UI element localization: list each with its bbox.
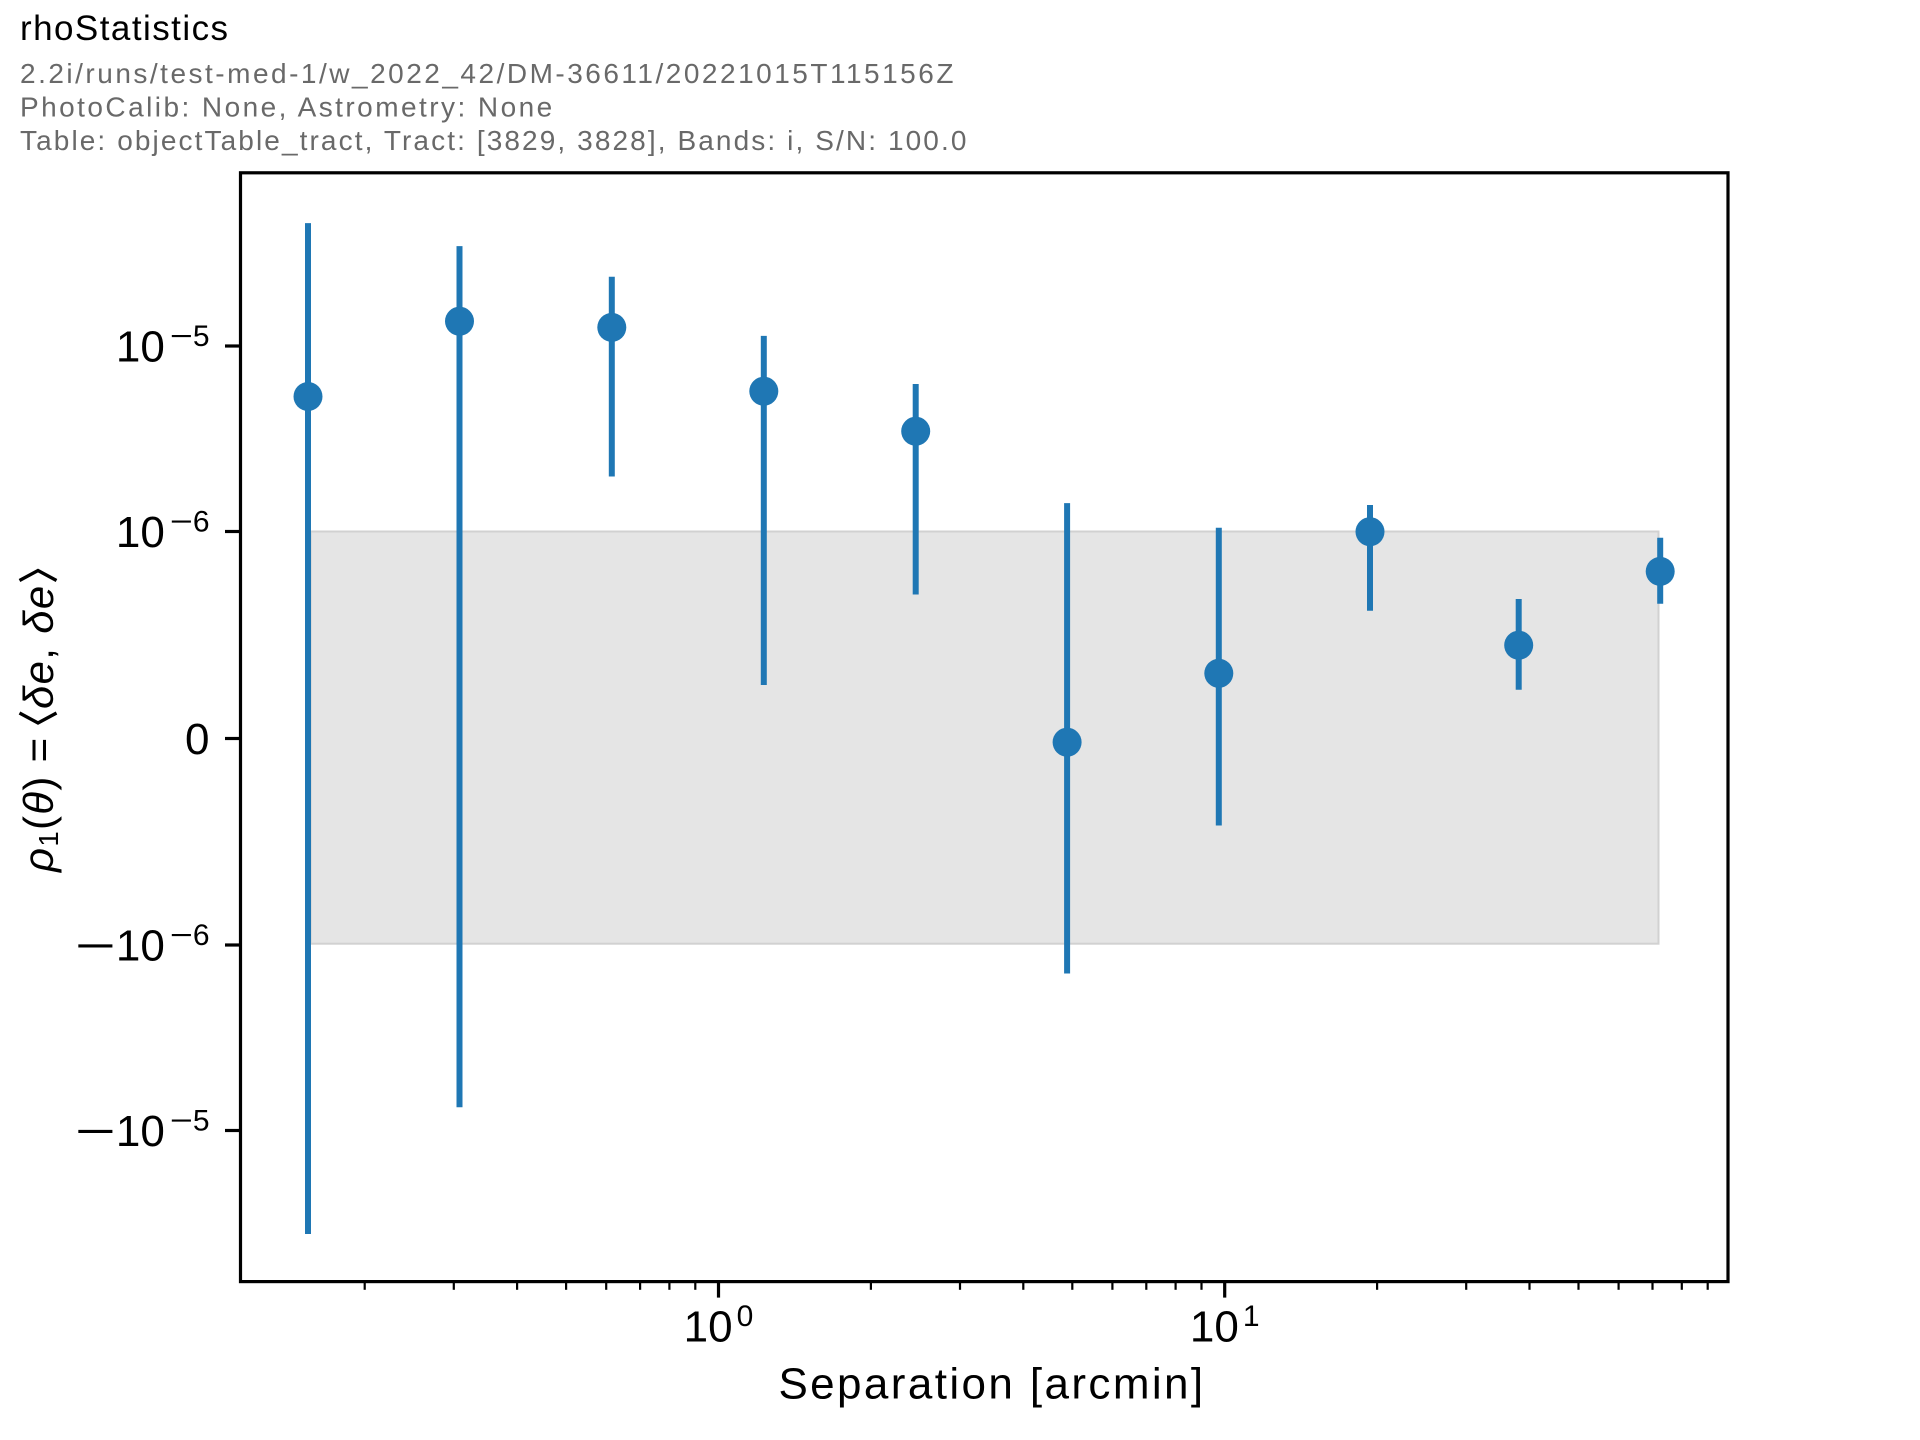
svg-text:δe, δe: δe, δe [15, 584, 62, 709]
svg-text:10−6: 10 −6 [116, 506, 210, 558]
svg-text:rhoStatistics: rhoStatistics [20, 9, 229, 48]
svg-text:101: 10 1 [1190, 1300, 1260, 1352]
svg-text:0: 0 [185, 715, 209, 764]
svg-text:Separation [arcmin]: Separation [arcmin] [778, 1359, 1205, 1408]
svg-text:ρ1(θ) =: ρ1(θ) = [15, 737, 64, 874]
svg-text:−10−6: −10 −6 [75, 919, 210, 971]
svg-text:−10−5: −10 −5 [75, 1105, 210, 1157]
svg-text:2.2i/runs/test-med-1/w_2022_42: 2.2i/runs/test-med-1/w_2022_42/DM-36611/… [20, 58, 956, 89]
svg-text:PhotoCalib: None, Astrometry:: PhotoCalib: None, Astrometry: None [20, 92, 555, 123]
svg-text:Table: objectTable_tract, Trac: Table: objectTable_tract, Tract: [3829, … [20, 125, 969, 156]
svg-text:100: 10 0 [684, 1300, 754, 1352]
svg-text:10−5: 10 −5 [116, 320, 210, 372]
